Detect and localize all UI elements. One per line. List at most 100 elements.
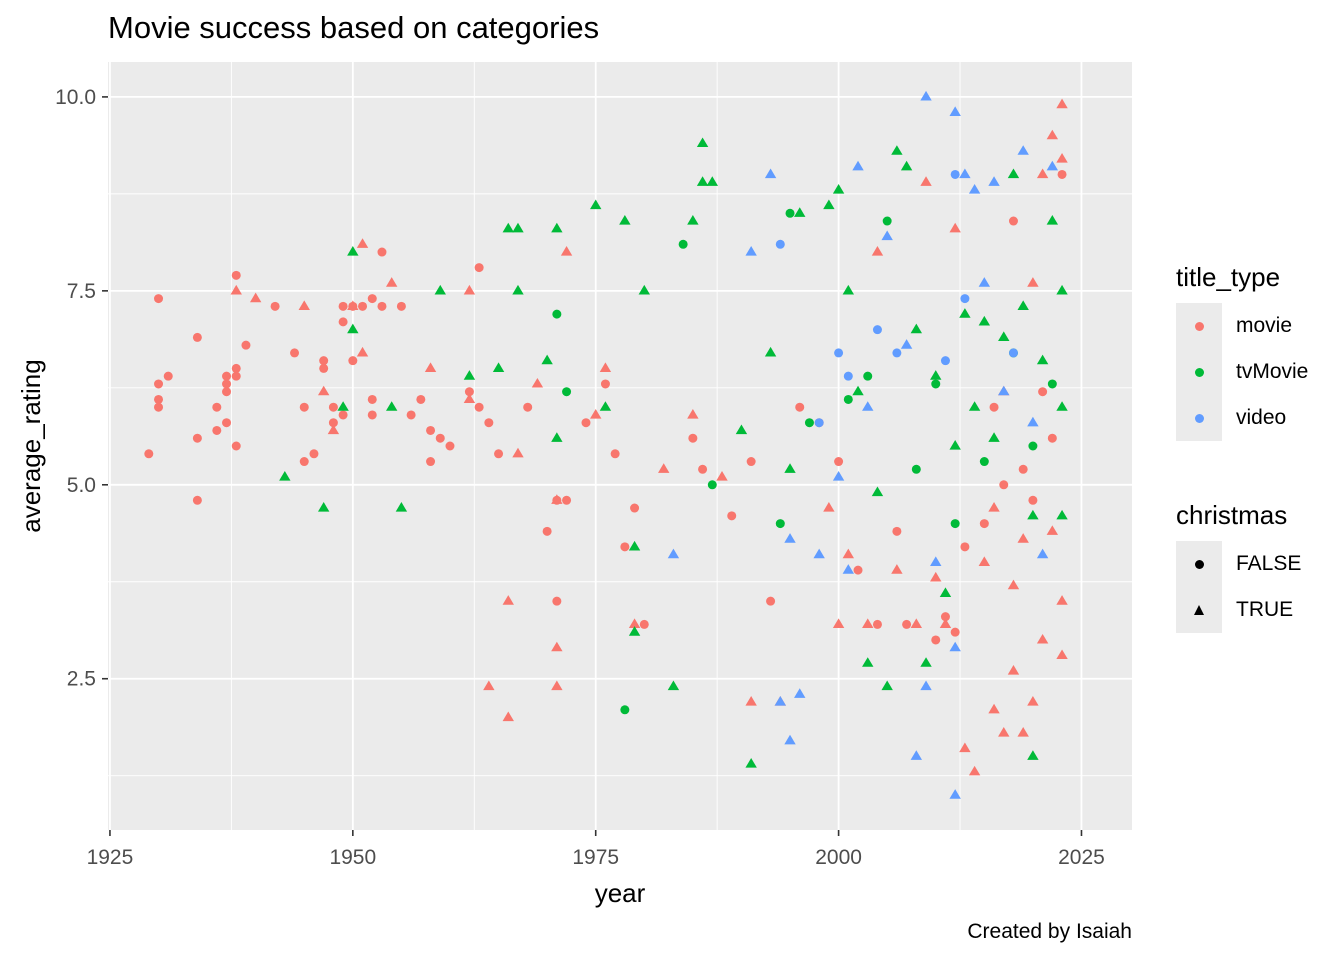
data-point-triangle bbox=[512, 222, 524, 233]
data-point-circle bbox=[882, 216, 892, 226]
data-point-triangle bbox=[920, 657, 932, 667]
data-point-triangle bbox=[862, 618, 874, 629]
chart-title: Movie success based on categories bbox=[108, 10, 600, 45]
x-axis-label: year bbox=[595, 878, 646, 908]
data-point-triangle bbox=[628, 540, 641, 551]
data-point-triangle bbox=[317, 502, 330, 512]
data-point-triangle bbox=[327, 424, 340, 435]
data-point-triangle bbox=[560, 246, 573, 256]
data-point-circle bbox=[474, 263, 484, 273]
data-point-triangle bbox=[551, 222, 563, 233]
data-point-triangle bbox=[356, 346, 369, 357]
data-point-triangle bbox=[1046, 525, 1059, 535]
data-point-circle bbox=[222, 418, 232, 428]
data-point-circle bbox=[639, 619, 649, 629]
data-point-circle bbox=[222, 379, 232, 389]
data-point-triangle bbox=[531, 377, 544, 388]
data-point-circle bbox=[416, 394, 426, 404]
data-point-circle bbox=[552, 596, 562, 606]
data-point-triangle bbox=[279, 471, 291, 481]
data-point-triangle bbox=[1036, 354, 1049, 365]
data-point-triangle bbox=[590, 199, 602, 210]
data-point-triangle bbox=[424, 362, 437, 373]
data-point-triangle bbox=[910, 750, 923, 760]
data-point-triangle bbox=[512, 447, 524, 458]
data-point-circle bbox=[338, 317, 348, 327]
data-point-circle bbox=[902, 619, 912, 629]
data-point-triangle bbox=[842, 548, 855, 559]
data-point-triangle bbox=[784, 533, 796, 543]
data-point-circle bbox=[960, 294, 970, 304]
data-point-circle bbox=[834, 457, 844, 467]
data-point-circle bbox=[940, 356, 950, 366]
data-point-triangle bbox=[463, 393, 476, 404]
data-point-circle bbox=[154, 379, 164, 389]
data-point-triangle bbox=[998, 727, 1010, 737]
data-point-triangle bbox=[774, 696, 787, 706]
data-point-triangle bbox=[1056, 649, 1068, 660]
tick-labels: 1925 1950 1975 2000 2025 2.5 5.0 7.5 10.0 bbox=[55, 86, 1105, 869]
data-point-triangle bbox=[842, 284, 855, 295]
data-point-circle bbox=[328, 402, 338, 412]
legend-item-true: TRUE bbox=[1176, 587, 1301, 633]
data-point-circle bbox=[464, 387, 474, 397]
data-point-triangle bbox=[1027, 509, 1039, 520]
data-point-triangle bbox=[667, 548, 680, 559]
data-point-triangle bbox=[794, 688, 806, 698]
data-point-circle bbox=[222, 371, 232, 381]
data-point-triangle bbox=[988, 703, 1000, 714]
data-point-circle bbox=[843, 394, 853, 404]
data-point-triangle bbox=[832, 471, 845, 481]
data-point-circle bbox=[192, 433, 202, 443]
data-point-triangle bbox=[347, 300, 359, 310]
data-point-triangle bbox=[891, 145, 903, 155]
data-point-circle bbox=[154, 294, 164, 304]
data-point-circle bbox=[950, 169, 960, 179]
data-point-circle bbox=[950, 519, 960, 529]
data-point-circle bbox=[620, 705, 630, 715]
data-point-circle bbox=[319, 363, 329, 373]
x-tick-label: 1950 bbox=[329, 846, 376, 869]
data-point-triangle bbox=[998, 385, 1010, 396]
data-point-circle bbox=[853, 565, 863, 575]
data-point-triangle bbox=[599, 401, 612, 411]
legend-item-video: video bbox=[1176, 395, 1308, 441]
data-point-triangle bbox=[317, 385, 330, 396]
data-point-triangle bbox=[337, 401, 349, 411]
data-point-triangle bbox=[794, 207, 806, 217]
data-point-triangle bbox=[230, 284, 242, 295]
data-point-circle bbox=[299, 457, 309, 467]
data-point-triangle bbox=[823, 199, 835, 210]
x-tick-label: 1975 bbox=[572, 846, 619, 869]
data-point-circle bbox=[1057, 169, 1067, 179]
data-point-circle bbox=[610, 449, 620, 459]
data-point-circle bbox=[377, 247, 387, 257]
legend-key-video bbox=[1176, 395, 1222, 441]
data-point-circle bbox=[581, 418, 591, 428]
data-point-triangle bbox=[551, 680, 563, 691]
data-point-circle bbox=[698, 464, 708, 474]
data-point-triangle bbox=[949, 641, 961, 652]
data-point-circle bbox=[212, 402, 222, 412]
data-point-circle bbox=[688, 433, 698, 443]
legend-title: christmas bbox=[1176, 500, 1288, 530]
data-point-triangle bbox=[939, 587, 952, 597]
data-point-triangle bbox=[920, 680, 932, 691]
data-point-circle bbox=[484, 418, 494, 428]
data-point-triangle bbox=[687, 408, 699, 419]
data-point-triangle bbox=[599, 362, 612, 373]
data-point-circle bbox=[630, 503, 640, 513]
legend-key-true bbox=[1176, 587, 1222, 633]
data-point-circle bbox=[367, 294, 377, 304]
legend-key-movie bbox=[1176, 303, 1222, 349]
data-point-circle bbox=[523, 402, 533, 412]
data-point-triangle bbox=[900, 160, 913, 171]
major-gridlines bbox=[108, 62, 1132, 830]
data-point-circle bbox=[785, 208, 795, 218]
data-point-triangle bbox=[502, 595, 514, 605]
data-point-triangle bbox=[910, 323, 923, 334]
data-point-circle bbox=[562, 387, 572, 397]
y-tick-label: 7.5 bbox=[67, 280, 96, 303]
data-point-circle bbox=[1008, 216, 1018, 226]
data-point-circle bbox=[620, 542, 630, 552]
